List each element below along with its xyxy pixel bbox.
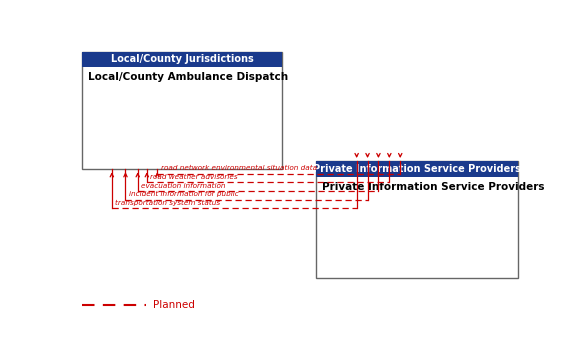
Text: road network environmental situation data: road network environmental situation dat… [161, 165, 317, 171]
Bar [316, 161, 518, 177]
Bar [82, 52, 282, 169]
Bar [316, 161, 518, 278]
Text: Local/County Jurisdictions: Local/County Jurisdictions [111, 54, 254, 64]
Text: Private Information Service Providers: Private Information Service Providers [314, 164, 521, 174]
Text: incident information for public: incident information for public [129, 191, 239, 197]
Text: Private Information Service Providers: Private Information Service Providers [322, 182, 544, 192]
Bar [82, 52, 282, 67]
Text: evacuation information: evacuation information [141, 183, 226, 189]
Text: transportation system status: transportation system status [115, 200, 220, 206]
Text: Planned: Planned [153, 300, 195, 310]
Text: road weather advisories: road weather advisories [151, 174, 238, 180]
Text: Local/County Ambulance Dispatch: Local/County Ambulance Dispatch [88, 72, 288, 82]
